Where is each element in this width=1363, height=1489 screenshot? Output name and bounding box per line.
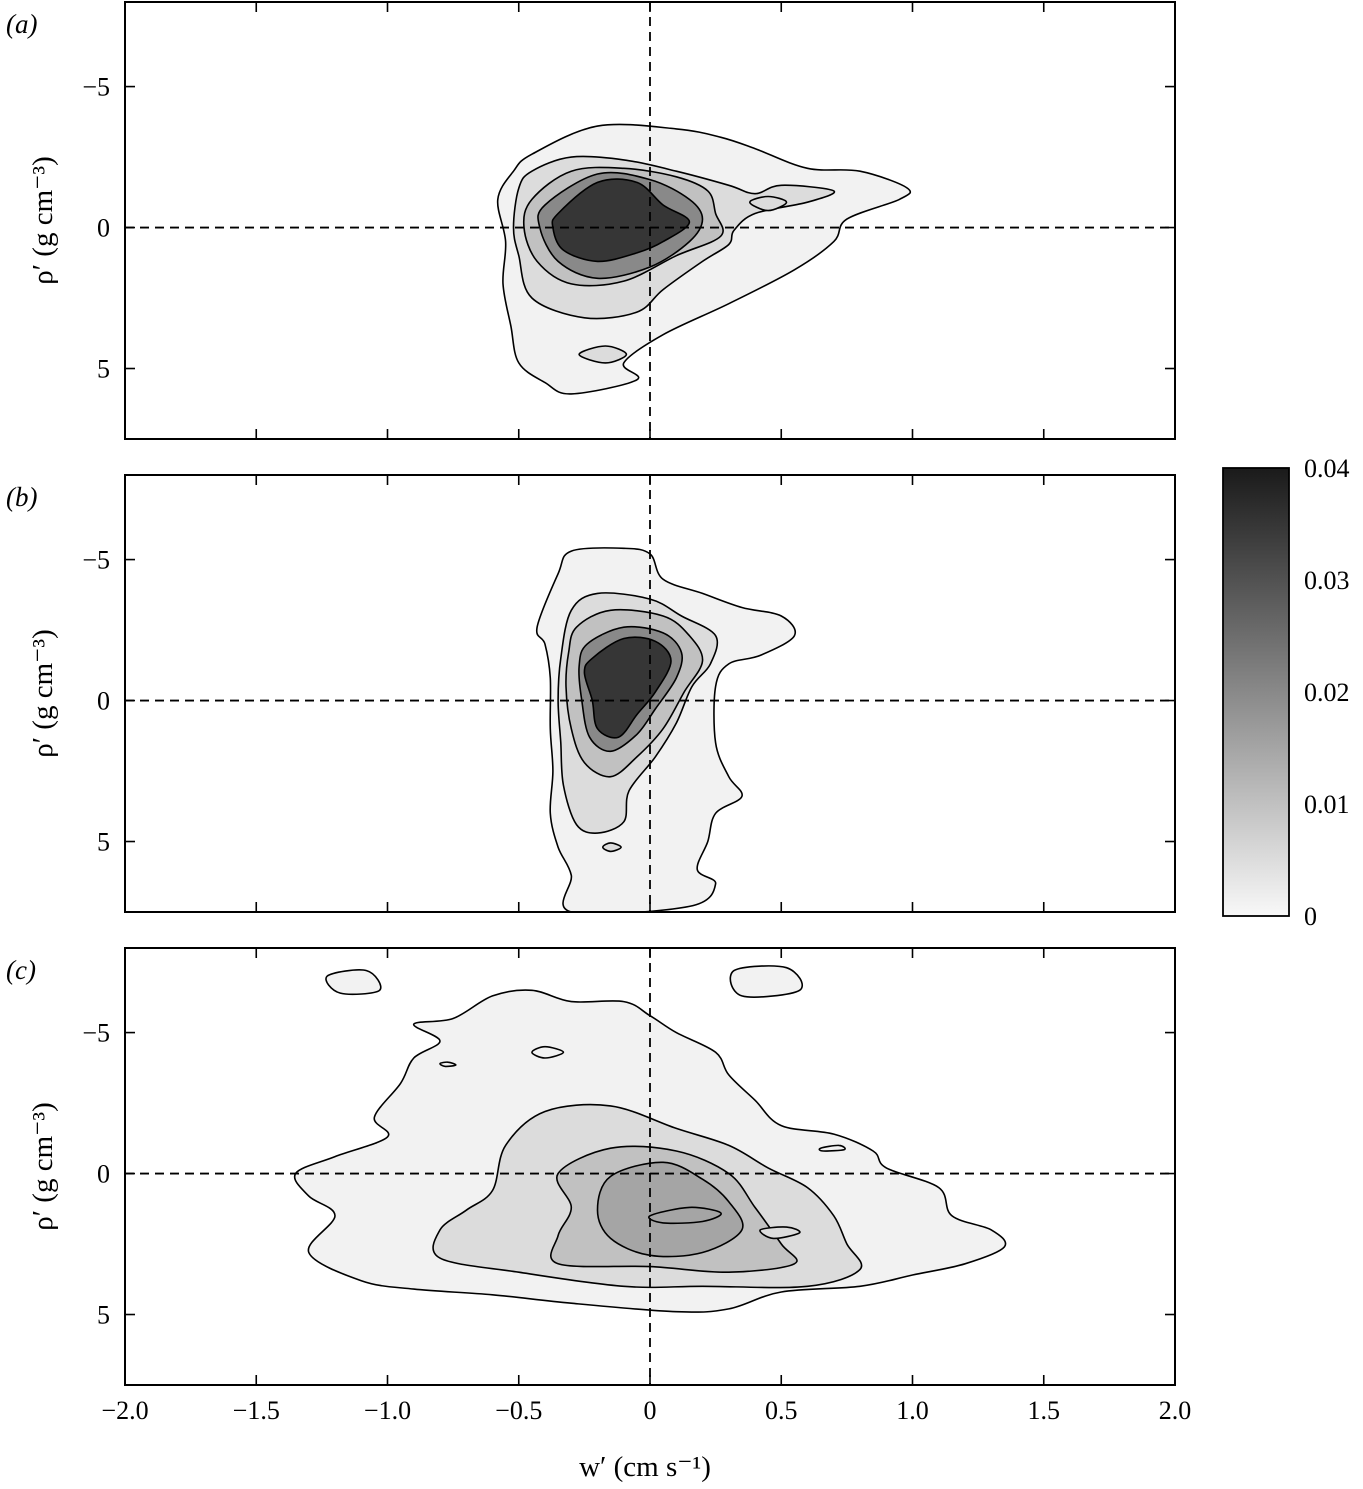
panel-label: (a) [6,9,37,39]
y-tick-label: −5 [82,546,110,575]
contour-10 [818,1144,846,1152]
contour-5 [601,842,622,853]
contour-8 [439,1061,457,1068]
contour-set [535,547,796,912]
x-tick-label: −0.5 [495,1396,542,1425]
colorbar: 0 0.01 0.02 0.03 0.04 [1222,454,1350,931]
x-tick-label: 1.0 [896,1396,929,1425]
contour-set [496,123,912,395]
contour-9 [759,1226,801,1240]
panel-a: −5 0 5 (a) ρ′ (g cm⁻³) [6,1,1176,440]
contour-5 [325,969,382,996]
panel-label: (c) [6,955,36,985]
y-axis-title: ρ′ (g cm⁻³) [27,1102,59,1231]
contour-set [293,965,1007,1313]
contour-4 [648,1206,722,1225]
y-tick-label: 0 [97,687,110,716]
colorbar-gradient [1222,467,1290,917]
y-tick-label: 5 [97,828,110,857]
y-tick-label: −5 [82,73,110,102]
x-tick-label: −1.5 [233,1396,280,1425]
contour-4 [551,178,691,263]
contour-7 [531,1045,565,1059]
x-tick-label: 2.0 [1159,1396,1192,1425]
y-tick-label: 0 [97,1160,110,1189]
y-tick-label: −5 [82,1019,110,1048]
colorbar-tick-label: 0.04 [1304,454,1350,483]
y-tick-label: 5 [97,1301,110,1330]
colorbar-tick-label: 0 [1304,902,1317,931]
contour-5 [578,345,628,364]
panel-label: (b) [6,482,37,512]
x-tick-label: −2.0 [101,1396,148,1425]
y-axis-title: ρ′ (g cm⁻³) [27,629,59,758]
colorbar-tick-label: 0.01 [1304,790,1350,819]
colorbar-tick-label: 0.03 [1304,566,1350,595]
y-tick-label: 0 [97,214,110,243]
x-axis-title: w′ (cm s⁻¹) [579,1451,711,1483]
contour-6 [748,195,788,212]
panel-c: −2.0 −1.5 −1.0 −0.5 0 0.5 1.0 1.5 2.0 −5 0 5 (c) ρ′ (… [6,947,1192,1425]
contour-6 [729,965,804,998]
y-axis-title: ρ′ (g cm⁻³) [27,156,59,285]
x-tick-label: 0.5 [765,1396,798,1425]
x-tick-label: 0 [644,1396,657,1425]
panels: −505(a)ρ′ (g cm⁻³)−505(b)ρ′ (g cm⁻³)−2.0… [6,1,1192,1425]
panel-b: −5 0 5 (b) ρ′ (g cm⁻³) [6,474,1176,913]
x-tick-label: −1.0 [364,1396,411,1425]
y-tick-label: 5 [97,355,110,384]
colorbar-tick-label: 0.02 [1304,678,1350,707]
x-tick-label: 1.5 [1028,1396,1061,1425]
